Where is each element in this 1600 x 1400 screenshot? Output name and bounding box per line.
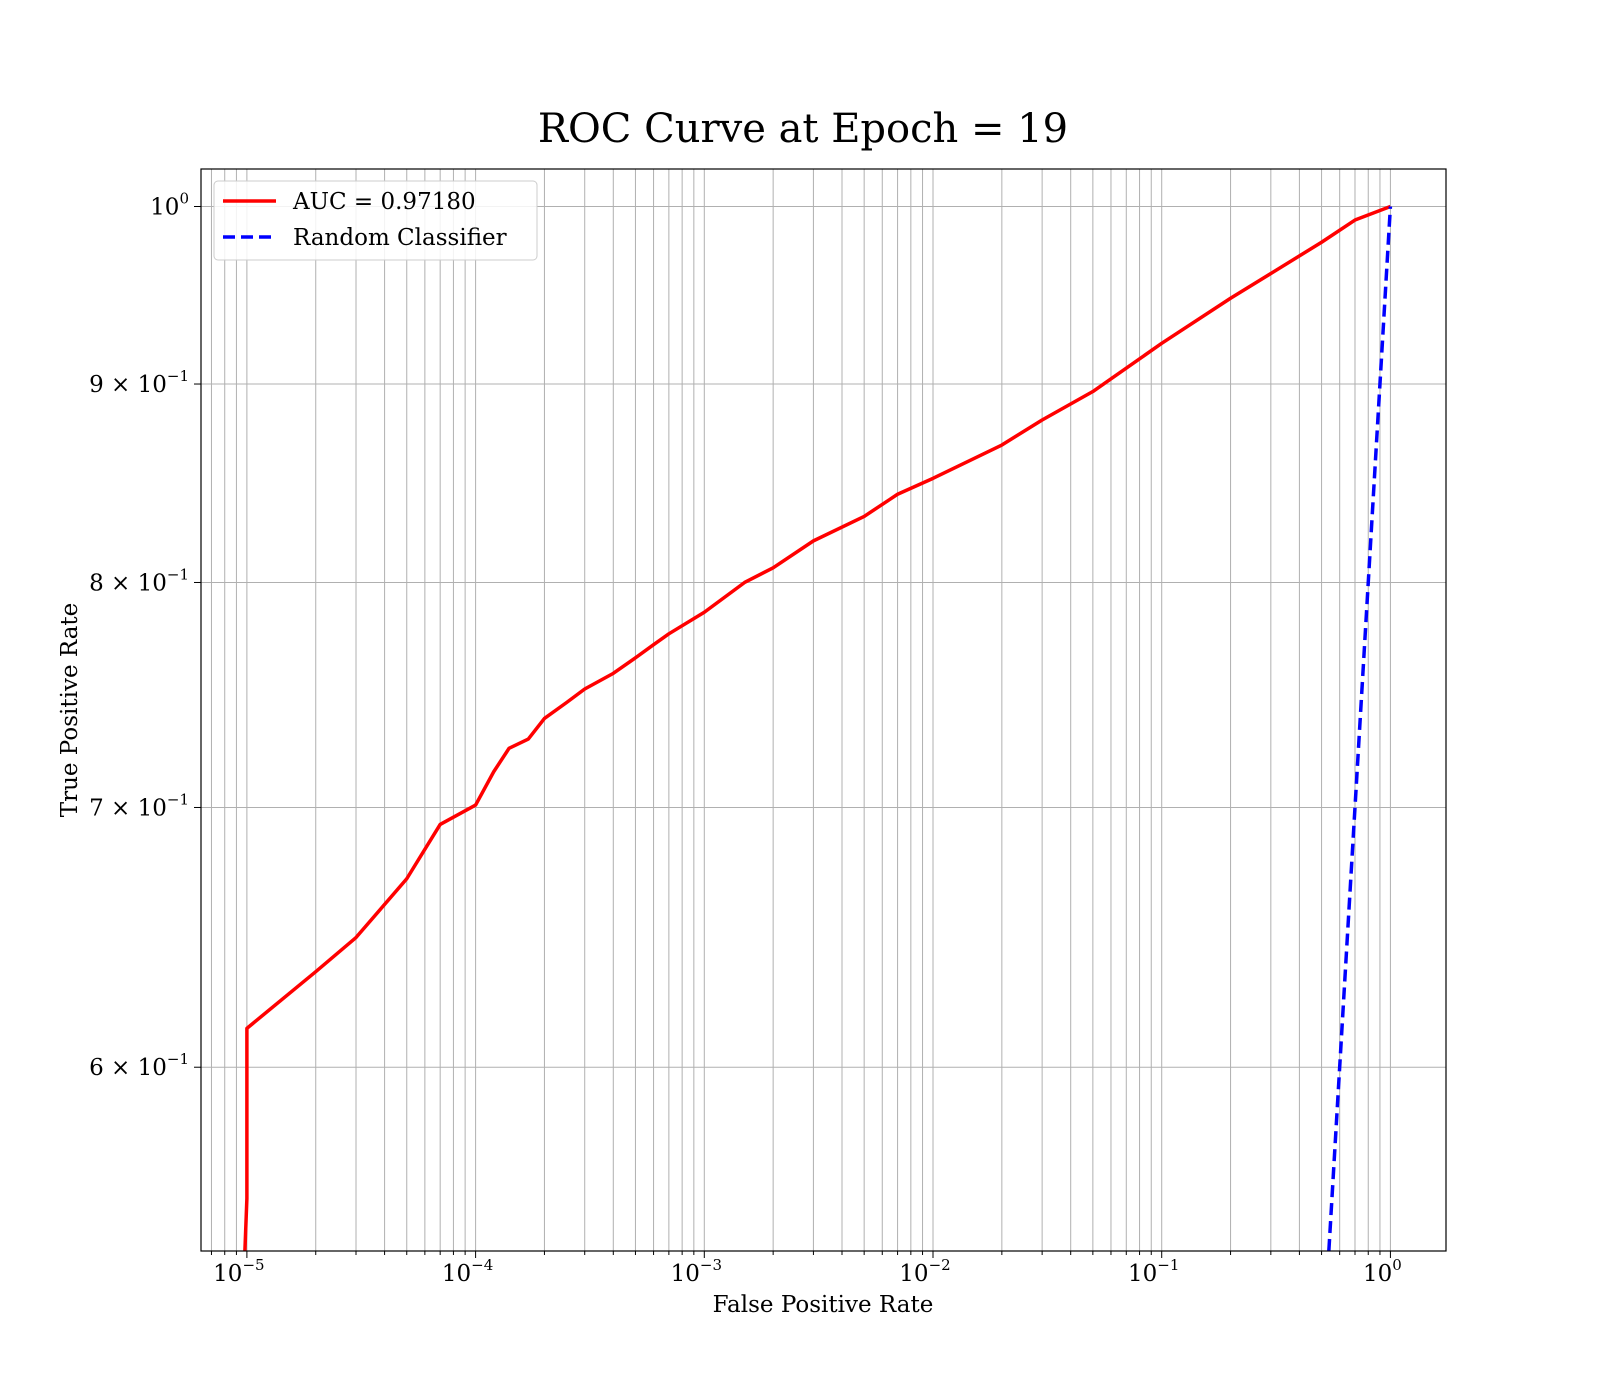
y-tick-label: 9 × 10−1 (89, 367, 189, 398)
grid-lines (201, 169, 1446, 1251)
x-tick-label: 10−1 (1128, 1256, 1179, 1287)
y-tick-label: 6 × 10−1 (89, 1050, 189, 1081)
chart-title: ROC Curve at Epoch = 19 (538, 106, 1068, 152)
plot-series (243, 204, 1393, 1252)
random-classifier-line (1327, 206, 1393, 1252)
x-tick-label: 100 (1363, 1256, 1402, 1287)
legend-label-random: Random Classifier (293, 225, 507, 251)
legend-frame (213, 180, 538, 261)
y-tick-label: 8 × 10−1 (89, 565, 189, 596)
x-tick-label: 10−2 (899, 1256, 950, 1287)
y-tick-label: 7 × 10−1 (89, 790, 189, 821)
y-axis-label: True Positive Rate (57, 603, 83, 818)
plot-frame (200, 168, 1447, 1252)
legend-label-auc: AUC = 0.97180 (292, 189, 476, 215)
x-tick-label: 10−4 (442, 1256, 493, 1287)
axis-ticks: 6 × 10−1 7 × 10−1 8 × 10−1 9 × 10−1 100 10−5 1… (89, 189, 1402, 1287)
legend: AUC = 0.97180 Random Classifier (213, 180, 538, 261)
roc-curve-line (243, 204, 1392, 1252)
x-tick-label: 10−5 (213, 1256, 264, 1287)
x-tick-label: 10−3 (671, 1256, 722, 1287)
x-axis-label: False Positive Rate (713, 1292, 934, 1318)
y-tick-label: 100 (150, 189, 189, 220)
